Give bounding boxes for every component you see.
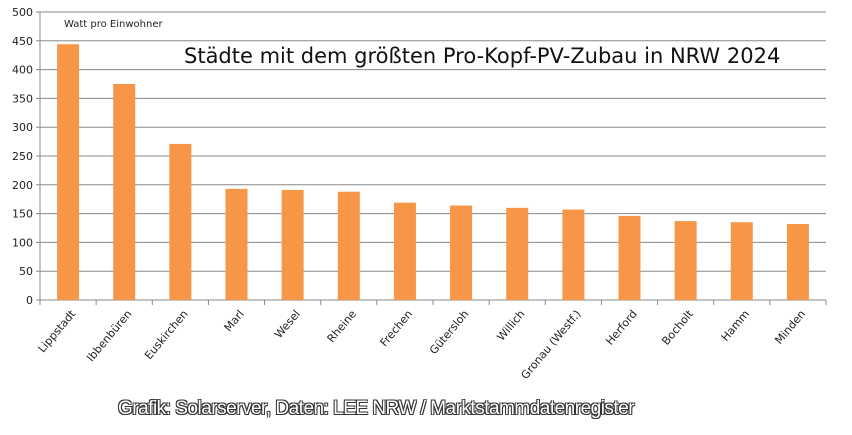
x-tick-label: Lippstadt [35, 307, 78, 355]
x-tick-label: Wesel [272, 308, 303, 341]
y-tick-label: 300 [12, 121, 33, 134]
bar [786, 223, 809, 300]
bar [169, 143, 192, 300]
y-tick-label: 50 [19, 265, 33, 278]
x-tick-label: Hamm [719, 308, 752, 344]
bar [393, 202, 416, 300]
x-tick-label: Minden [772, 308, 808, 347]
x-tick-label: Willich [494, 308, 527, 344]
bar [506, 207, 529, 300]
bar [618, 215, 641, 300]
y-tick-label: 200 [12, 179, 33, 192]
bar [113, 84, 136, 300]
x-tick-label: Rheine [325, 307, 360, 345]
credit-text: Grafik: Solarserver, Daten: LEE NRW / Ma… [118, 398, 635, 419]
x-tick-label: Ibbenbüren [84, 308, 134, 365]
bar [337, 191, 360, 300]
bar [730, 222, 753, 300]
x-tick-label: Gütersloh [427, 308, 471, 357]
x-tick-label: Marl [222, 308, 247, 335]
y-tick-label: 150 [12, 208, 33, 221]
x-tick-label: Euskirchen [142, 308, 191, 362]
bar [57, 44, 80, 301]
y-axis-label: Watt pro Einwohner [64, 19, 163, 30]
x-tick-label: Frechen [377, 308, 415, 350]
x-tick-label: Gronau (Westf.) [518, 308, 583, 382]
y-tick-label: 400 [12, 64, 33, 77]
bar [225, 188, 248, 300]
y-tick-label: 500 [12, 6, 33, 19]
y-tick-label: 250 [12, 150, 33, 163]
y-tick-label: 450 [12, 35, 33, 48]
bar [281, 189, 304, 300]
x-tick-label: Bocholt [659, 307, 696, 348]
bar [562, 209, 585, 300]
chart-title: Städte mit dem größten Pro-Kopf-PV-Zubau… [184, 44, 781, 68]
y-tick-label: 350 [12, 92, 33, 105]
bar [450, 205, 473, 300]
y-tick-label: 0 [26, 294, 33, 307]
x-tick-label: Herford [603, 308, 640, 348]
y-tick-label: 100 [12, 236, 33, 249]
bar [674, 221, 697, 300]
